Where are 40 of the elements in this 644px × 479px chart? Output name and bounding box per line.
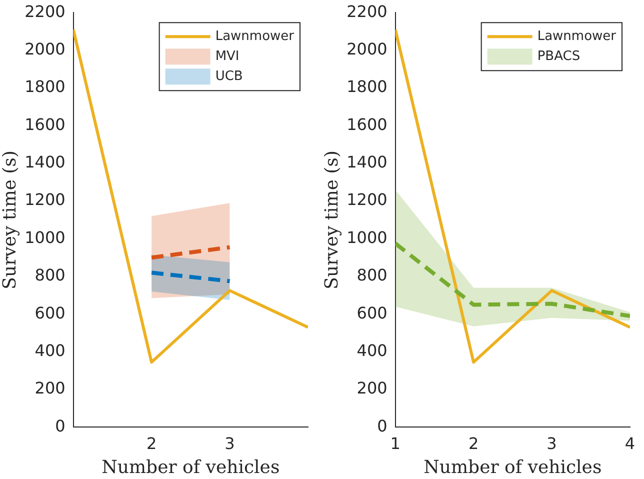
y-axis-title: Survey time (s) [321, 150, 342, 290]
x-tick-label: 2 [468, 434, 479, 453]
y-tick-label: 1200 [346, 190, 388, 210]
y-tick-label: 600 [34, 303, 66, 322]
y-tick-label: 400 [34, 340, 66, 360]
y-tick-label: 1400 [24, 152, 66, 172]
line-series [395, 241, 630, 318]
y-tick-label: 2200 [346, 2, 388, 21]
y-tick-label: 1600 [346, 114, 388, 134]
x-axis-title: Number of vehicles [424, 456, 602, 478]
x-tick-label: 4 [624, 434, 636, 453]
x-tick-label: 1 [390, 434, 400, 453]
y-tick-label: 1200 [24, 190, 66, 210]
y-tick-label: 1000 [24, 228, 66, 247]
y-tick-label: 800 [34, 266, 66, 285]
y-tick-label: 1600 [24, 114, 66, 134]
y-tick-label: 600 [356, 303, 388, 322]
y-tick-label: 1400 [346, 152, 388, 172]
legend-label: Lawnmower [215, 28, 295, 44]
y-tick-label: 400 [356, 340, 388, 360]
x-tick-label: 2 [146, 434, 157, 453]
x-tick-label: 3 [224, 434, 235, 453]
y-tick-label: 2000 [346, 39, 388, 58]
x-tick-label: 3 [546, 434, 557, 453]
legend-label: PBACS [537, 48, 580, 64]
x-axis-title: Number of vehicles [102, 456, 280, 478]
y-tick-label: 2000 [24, 39, 66, 58]
y-tick-label: 1800 [346, 77, 388, 96]
y-tick-label: 200 [356, 378, 388, 398]
legend-label: UCB [215, 68, 243, 84]
y-axis-title: Survey time (s) [0, 150, 20, 290]
legend-label: MVI [215, 48, 240, 64]
y-tick-label: 1000 [346, 228, 388, 247]
y-tick-label: 1800 [24, 77, 66, 96]
y-tick-label: 800 [356, 266, 388, 285]
y-tick-label: 200 [34, 378, 66, 398]
legend-label: Lawnmower [537, 28, 617, 44]
y-tick-label: 0 [377, 416, 388, 436]
y-tick-label: 0 [55, 416, 66, 436]
y-tick-label: 2200 [24, 2, 66, 21]
